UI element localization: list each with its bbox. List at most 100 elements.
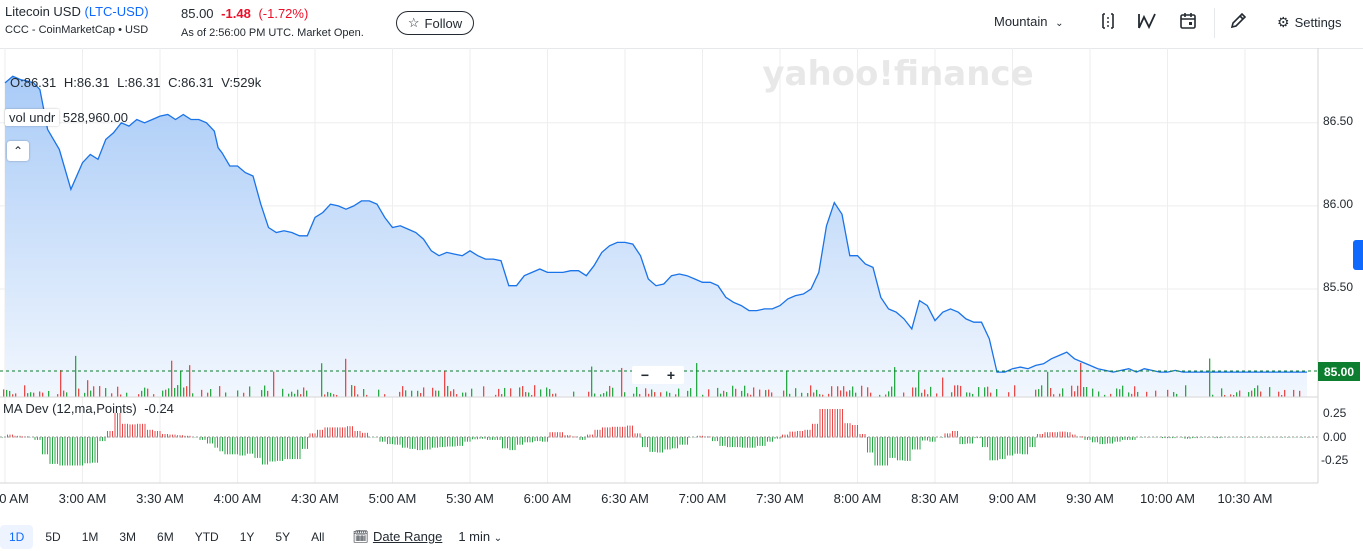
- volume-bar: [444, 370, 446, 397]
- ma-dev-bar: [169, 434, 171, 438]
- volume-bar: [438, 390, 440, 397]
- volume-bar: [483, 386, 485, 397]
- chart-type-dropdown[interactable]: Mountain ⌄: [994, 14, 1064, 29]
- ma-dev-bar: [187, 435, 188, 438]
- ma-dev-bar: [1129, 437, 1131, 440]
- volume-bar: [771, 392, 773, 397]
- ma-dev-bar: [602, 427, 603, 438]
- ma-dev-bar: [394, 437, 396, 445]
- ma-dev-bar: [357, 431, 358, 438]
- events-icon[interactable]: [1178, 11, 1198, 31]
- volume-bar: [546, 387, 548, 397]
- ma-dev-bar: [234, 437, 236, 455]
- draw-icon[interactable]: [1228, 11, 1248, 31]
- volume-bar: [813, 392, 815, 397]
- ma-dev-bar: [49, 437, 51, 464]
- range-all[interactable]: All: [311, 529, 325, 544]
- volume-bar: [885, 394, 887, 397]
- ma-dev-bar: [509, 437, 511, 451]
- symbol-ticker-link[interactable]: (LTC-USD): [84, 4, 149, 19]
- ma-dev-bar: [659, 437, 661, 453]
- ma-dev-bar: [827, 409, 828, 438]
- compare-icon[interactable]: [1098, 11, 1118, 31]
- date-range-button[interactable]: 🗓 Date Range: [352, 529, 442, 545]
- ma-dev-bar: [9, 434, 11, 438]
- ma-dev-bar: [214, 437, 216, 448]
- ma-dev-bar: [647, 437, 648, 448]
- volume-bar: [261, 390, 263, 397]
- interval-dropdown[interactable]: 1 min ⌄: [458, 529, 502, 544]
- ma-dev-bar: [764, 437, 766, 446]
- ma-dev-bar: [1119, 437, 1121, 442]
- range-3m[interactable]: 3M: [119, 529, 137, 544]
- volume-bar: [1110, 393, 1112, 397]
- follow-button[interactable]: ☆ Follow: [396, 11, 474, 35]
- volume-bar: [1134, 386, 1136, 397]
- range-6m[interactable]: 6M: [157, 529, 174, 544]
- range-1y[interactable]: 1Y: [239, 529, 255, 544]
- ma-dev-bar: [492, 437, 493, 440]
- ma-dev-bar: [69, 437, 71, 466]
- ma-dev-bar: [1127, 437, 1128, 440]
- ma-dev-bar: [502, 437, 503, 449]
- volume-bar: [294, 393, 296, 397]
- volume-bar: [333, 394, 335, 397]
- ma-dev-bar: [1207, 437, 1208, 438]
- ma-dev-bar: [1099, 437, 1101, 445]
- volume-bar: [495, 394, 497, 397]
- ma-dev-bar: [1142, 437, 1143, 438]
- ma-dev-bar: [872, 437, 873, 453]
- ma-dev-bar: [597, 429, 598, 438]
- settings-button[interactable]: ⚙ Settings: [1277, 14, 1342, 31]
- ma-dev-bar: [959, 437, 961, 445]
- range-5y[interactable]: 5Y: [275, 529, 291, 544]
- ma-dev-bar: [514, 437, 516, 451]
- volume-bar: [33, 392, 35, 397]
- volume-bar: [1209, 358, 1211, 397]
- ma-dev-bar: [299, 437, 301, 460]
- ma-dev-label[interactable]: MA Dev (12,ma,Points): [3, 401, 137, 416]
- volume-bar: [651, 389, 653, 397]
- ma-dev-bar: [1057, 432, 1058, 438]
- ma-dev-bar: [1042, 434, 1043, 438]
- indicators-icon[interactable]: [1137, 11, 1157, 31]
- ma-dev-bar: [714, 437, 716, 442]
- legend-volume: V:529k: [221, 75, 262, 90]
- ma-dev-bar: [162, 434, 163, 438]
- ma-dev-bar: [402, 437, 403, 448]
- zoom-out-button[interactable]: −: [640, 367, 650, 383]
- ma-dev-bar: [1002, 437, 1003, 460]
- ma-dev-bar: [847, 423, 848, 438]
- zoom-in-button[interactable]: +: [666, 367, 676, 383]
- ma-dev-bar: [439, 437, 441, 448]
- ma-dev-bar: [504, 437, 506, 449]
- ma-dev-bar: [397, 437, 398, 445]
- volume-bar: [1074, 391, 1076, 397]
- ma-dev-bar: [519, 437, 521, 445]
- vol-label[interactable]: vol undr: [5, 109, 60, 126]
- ma-dev-bars: [2, 409, 1311, 466]
- ma-dev-bar: [559, 432, 561, 438]
- volume-bar: [201, 389, 203, 397]
- volume-bar: [888, 391, 890, 397]
- ma-dev-bar: [1072, 434, 1073, 438]
- ma-dev-bar: [942, 437, 943, 438]
- range-1m[interactable]: 1M: [81, 529, 99, 544]
- range-5d[interactable]: 5D: [45, 529, 61, 544]
- range-ytd[interactable]: YTD: [194, 529, 219, 544]
- side-panel-tab[interactable]: [1353, 240, 1363, 270]
- volume-bar: [105, 388, 107, 397]
- range-1d[interactable]: 1D: [0, 524, 34, 549]
- ma-dev-bar: [857, 425, 858, 438]
- symbol-title: Litecoin USD (LTC-USD): [5, 4, 149, 19]
- collapse-legend-button[interactable]: ⌃: [7, 141, 29, 161]
- volume-bar: [168, 388, 170, 397]
- ma-dev-bar: [1199, 437, 1201, 438]
- ma-dev-bar: [1212, 437, 1213, 438]
- ma-dev-bar: [1294, 437, 1296, 438]
- volume-bar: [153, 394, 155, 397]
- volume-bar: [609, 385, 611, 397]
- ma-dev-bar: [899, 437, 901, 461]
- ma-dev-bar: [694, 437, 696, 438]
- ma-dev-bar: [1269, 437, 1271, 438]
